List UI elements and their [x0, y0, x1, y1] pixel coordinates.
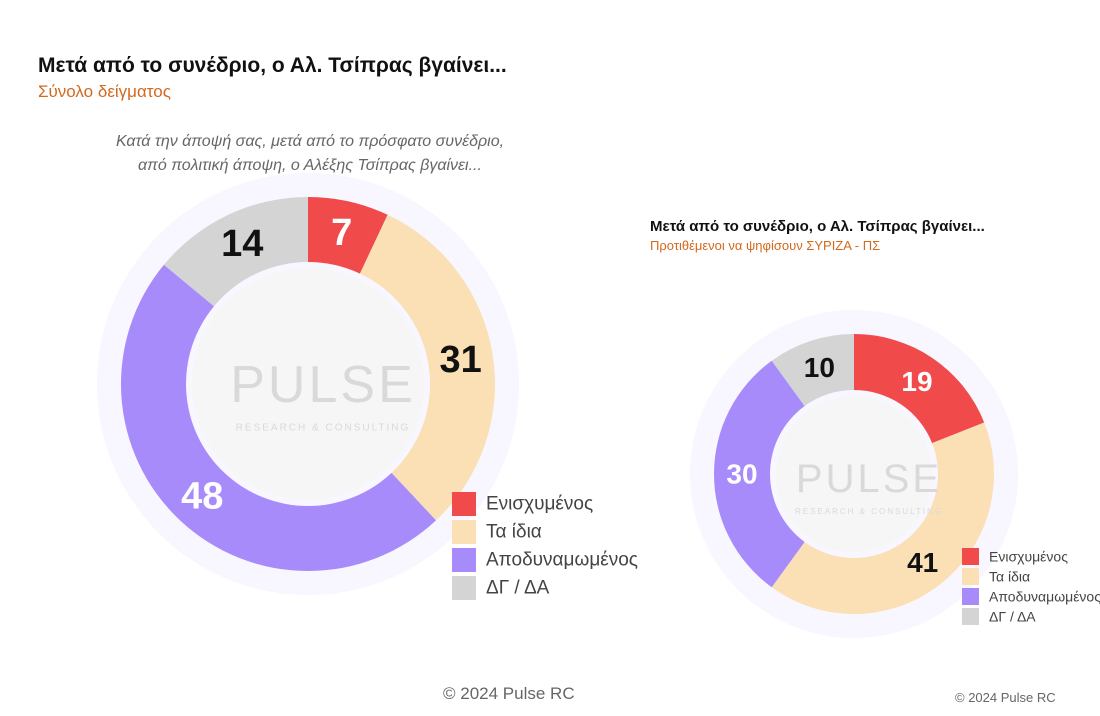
donut-hole [776, 396, 932, 552]
legend-label-4: ΔΓ / ΔΑ [486, 578, 550, 599]
donut-slice-2 [359, 214, 495, 521]
chart-1-question: Κατά την άποψή σας, μετά από το πρόσφατο… [60, 130, 560, 178]
donut-slice-4 [771, 334, 854, 407]
donut-hole [192, 268, 424, 500]
legend-label-2: Τα ίδια [486, 522, 542, 543]
watermark-tagline: RESEARCH & CONSULTING [795, 507, 943, 516]
slice-value-label-3: 30 [726, 459, 757, 490]
legend-swatch-2 [452, 520, 476, 544]
slice-value-label-1: 7 [331, 212, 352, 254]
chart-1-footer: © 2024 Pulse RC [443, 684, 575, 703]
donut-slice-3 [714, 360, 805, 588]
legend-label-1: Ενισχυμένος [486, 494, 593, 515]
legend-swatch-1 [452, 492, 476, 516]
slice-value-label-4: 14 [221, 223, 263, 265]
legend-label-4: ΔΓ / ΔΑ [989, 609, 1036, 625]
donut-slice-2 [771, 422, 995, 614]
legend-label-2: Τα ίδια [989, 569, 1030, 585]
donut-slice-4 [163, 197, 308, 307]
slice-value-label-1: 19 [901, 366, 932, 397]
question-line-1: Κατά την άποψή σας, μετά από το πρόσφατο… [115, 133, 505, 150]
donut-slice-1 [854, 334, 985, 444]
question-line-2: από πολιτική άποψη, ο Αλέξης Τσίπρας βγα… [138, 157, 482, 174]
legend-swatch-3 [962, 588, 979, 605]
chart-2-subtitle: Προτιθέμενοι να ψηφίσουν ΣΥΡΙΖΑ - ΠΣ [650, 238, 881, 253]
watermark-logo: PULSE [230, 356, 416, 414]
slice-value-label-3: 48 [181, 476, 223, 518]
watermark-logo: PULSE [796, 457, 942, 501]
chart-2-title: Μετά από το συνέδριο, ο Αλ. Τσίπρας βγαί… [650, 218, 985, 235]
chart-2-footer: © 2024 Pulse RC [955, 690, 1056, 705]
legend-label-1: Ενισχυμένος [989, 549, 1068, 565]
donut-chart-1: 7 31 48 14 PULSE RESEARCH & CONSULTING Ενισχυμ… [97, 173, 638, 600]
chart-1-title: Μετά από το συνέδριο, ο Αλ. Τσίπρας βγαί… [38, 54, 507, 77]
legend-swatch-2 [962, 568, 979, 585]
legend-swatch-4 [452, 576, 476, 600]
legend-swatch-4 [962, 608, 979, 625]
legend-label-3: Αποδυναμωμένος [486, 550, 638, 571]
legend-swatch-1 [962, 548, 979, 565]
watermark-tagline: RESEARCH & CONSULTING [236, 423, 411, 434]
donut-chart-2: 19 41 30 10 PULSE RESEARCH & CONSULTING Ενισχυ… [690, 310, 1100, 638]
donut-slice-1 [308, 197, 388, 274]
legend-label-3: Αποδυναμωμένος [989, 589, 1100, 605]
slice-value-label-4: 10 [804, 352, 835, 383]
slice-value-label-2: 31 [439, 339, 481, 381]
legend-swatch-3 [452, 548, 476, 572]
slice-value-label-2: 41 [907, 547, 938, 578]
donut-slice-3 [120, 264, 437, 572]
chart-1-subtitle: Σύνολο δείγματος [38, 82, 171, 101]
